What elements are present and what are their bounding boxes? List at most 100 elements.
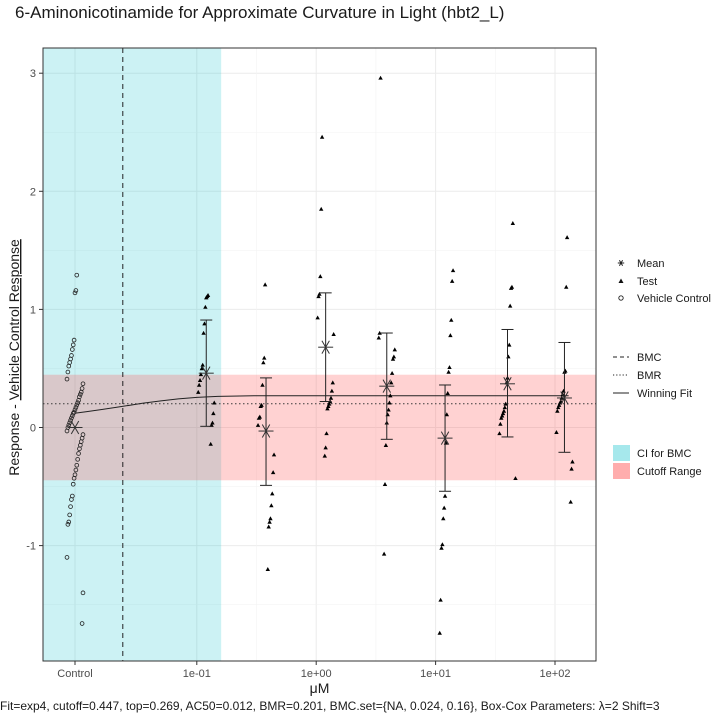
vehicle-control-point: [65, 369, 71, 375]
legend-fill-label: Cutoff Range: [637, 466, 702, 478]
test-point: [449, 317, 454, 322]
test-point: [204, 295, 209, 300]
test-point: [270, 491, 275, 496]
mean-stroke: [70, 420, 80, 435]
test-point: [497, 431, 502, 436]
test-point: [322, 453, 327, 458]
vehicle-control-point: [64, 376, 70, 382]
vehicle-control-point: [71, 475, 77, 481]
mean-stroke: [202, 366, 211, 380]
y-tick-label: 1: [30, 304, 36, 316]
test-point: [331, 332, 336, 336]
test-point: [499, 415, 504, 420]
test-point: [200, 362, 205, 367]
legend-fill-swatch: [613, 445, 630, 461]
test-point: [197, 378, 203, 383]
vehicle-control-point: [69, 415, 74, 421]
test-point: [387, 400, 392, 405]
test-point: [378, 75, 383, 80]
test-point: [564, 235, 570, 240]
test-point: [441, 505, 447, 510]
vehicle-control-point: [70, 342, 76, 348]
test-point: [383, 443, 389, 447]
test-point: [269, 503, 274, 508]
test-point: [262, 355, 267, 360]
test-point: [196, 382, 202, 387]
vehicle-control-point: [66, 363, 72, 369]
test-point: [502, 405, 508, 410]
vehicle-control-point: [65, 522, 71, 527]
mean-marker: [198, 366, 214, 380]
vehicle-control-point: [79, 621, 85, 626]
test-point: [450, 268, 456, 273]
vehicle-control-point: [74, 402, 80, 408]
vehicle-control-point: [70, 411, 76, 416]
test-point: [329, 388, 335, 393]
cutoff-range-band: [43, 374, 596, 481]
test-point: [554, 430, 559, 434]
chart-title: 6-Aminonicotinamide for Approximate Curv…: [15, 3, 505, 22]
vehicle-control-point: [67, 512, 72, 518]
test-point: [569, 466, 574, 471]
fit-caption: Fit=exp4, cutoff=0.447, top=0.269, AC50=…: [0, 699, 660, 713]
vehicle-control-point: [76, 398, 81, 403]
test-point: [498, 421, 503, 426]
legend-fill-label: CI for BMC: [637, 448, 691, 460]
mean-stroke: [560, 391, 569, 405]
test-point: [438, 597, 443, 602]
test-point: [324, 431, 329, 436]
legend-mean-icon: [617, 259, 625, 267]
test-point: [556, 405, 561, 410]
test-point: [266, 524, 271, 529]
test-point: [316, 294, 321, 299]
test-point: [388, 393, 393, 398]
vehicle-control-point: [68, 504, 73, 509]
mean-marker: [556, 391, 572, 405]
x-tick-label: Control: [57, 668, 92, 680]
vehicle-control-point: [72, 290, 78, 296]
test-point: [196, 389, 201, 394]
x-tick-label: 1e+02: [540, 668, 571, 680]
vehicle-control-point: [74, 462, 80, 468]
vehicle-control-point: [64, 555, 70, 560]
test-point: [328, 395, 334, 400]
test-point: [570, 459, 575, 464]
x-tick-label: 1e-01: [183, 668, 211, 680]
test-point: [202, 321, 207, 326]
legend-shape-label: Mean: [637, 258, 665, 270]
mean-stroke: [503, 377, 512, 391]
vehicle-control-point: [71, 409, 77, 415]
mean-marker: [437, 431, 453, 445]
test-point: [448, 333, 453, 338]
test-point: [315, 315, 320, 320]
legend-fill-swatch: [613, 463, 630, 479]
test-point: [198, 372, 204, 377]
test-point: [318, 274, 323, 279]
test-point: [442, 493, 448, 498]
test-point: [319, 206, 324, 211]
test-point: [390, 356, 396, 361]
vehicle-control-point: [73, 288, 79, 293]
vehicle-control-point: [73, 405, 79, 410]
y-tick-label: -1: [26, 541, 36, 553]
vehicle-control-point: [67, 420, 72, 426]
test-point: [446, 369, 451, 374]
mean-marker: [318, 340, 334, 354]
vehicle-control-point: [80, 590, 86, 596]
test-point: [568, 499, 573, 504]
test-point: [377, 330, 382, 335]
test-point: [564, 284, 569, 289]
vehicle-control-point: [75, 400, 80, 405]
legend-vehicle-control-icon: [618, 295, 624, 301]
vehicle-control-point: [78, 392, 83, 397]
test-point: [440, 542, 445, 547]
vehicle-control-point: [72, 407, 78, 413]
test-point: [508, 285, 514, 290]
test-point: [444, 412, 450, 417]
test-point: [258, 404, 263, 409]
legend-line-label: BMR: [637, 370, 662, 382]
test-point: [507, 303, 513, 308]
vehicle-control-point: [70, 481, 76, 487]
y-tick-label: 0: [30, 423, 36, 435]
